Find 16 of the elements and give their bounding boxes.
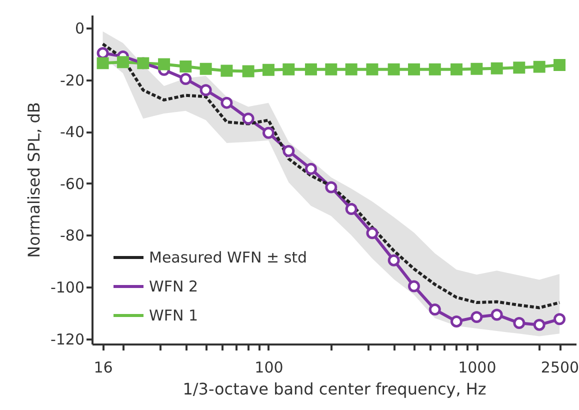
y-tick-label: -100 [50, 278, 84, 297]
y-tick-label: -20 [60, 71, 84, 90]
y-tick-label: 0 [74, 19, 84, 38]
x-tick-label: 16 [94, 358, 113, 376]
x-tick-label: 1000 [458, 358, 496, 376]
legend-label: WFN 2 [149, 278, 198, 296]
y-axis-title: Normalised SPL, dB [24, 102, 44, 258]
y-tick-label: -120 [50, 330, 84, 348]
legend-label: WFN 1 [149, 306, 198, 324]
x-axis-title: 1/3-octave band center frequency, Hz [182, 380, 486, 398]
legend-label: Measured WFN ± std [149, 248, 308, 266]
x-tick-label: 2500 [540, 358, 579, 376]
x-tick-label: 100 [254, 358, 284, 376]
y-tick-label: -60 [60, 174, 84, 193]
y-tick-label: -80 [60, 226, 84, 245]
y-tick-label: -40 [60, 123, 84, 142]
